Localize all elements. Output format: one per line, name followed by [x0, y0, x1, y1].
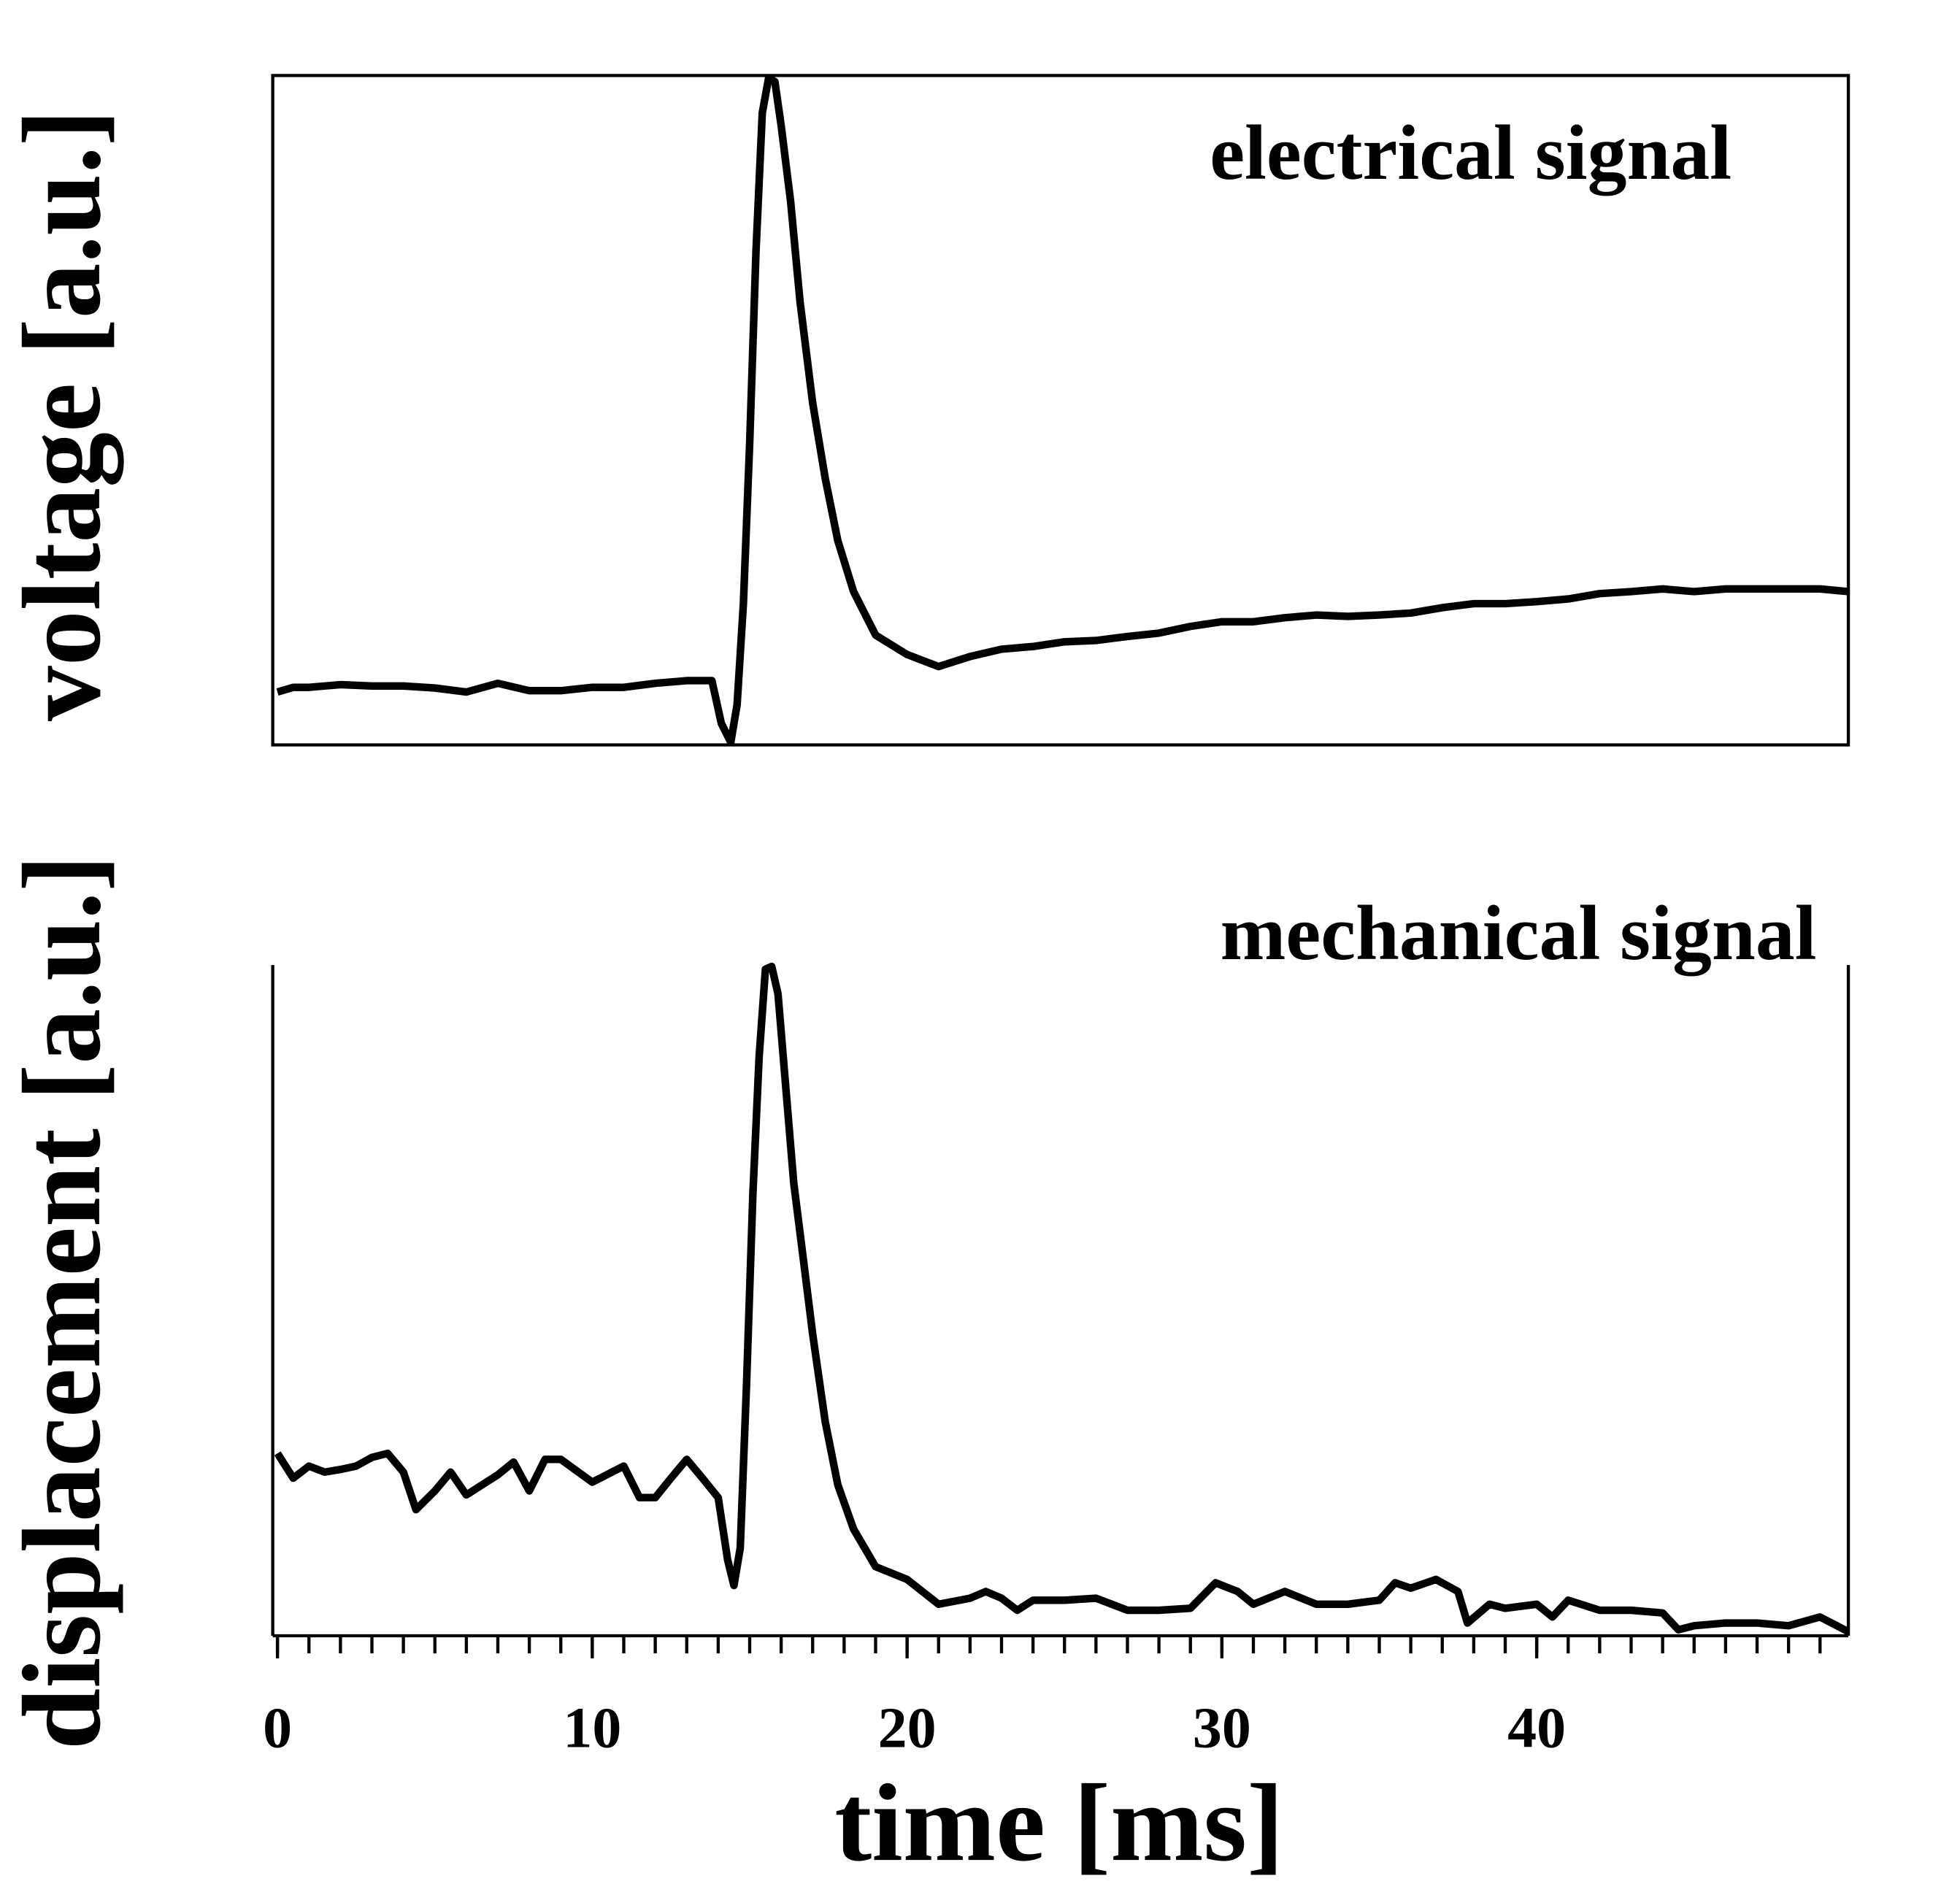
- x-axis-label: time [ms]: [834, 1761, 1284, 1884]
- x-tick-label: 20: [878, 1696, 937, 1761]
- signal-line: [276, 74, 1849, 747]
- y-axis-label: voltage [a.u.]: [0, 109, 124, 721]
- signal-line: [274, 962, 1851, 1636]
- x-tick-label: 0: [263, 1696, 292, 1761]
- annotation: electrical signal: [1210, 110, 1732, 197]
- x-tick-label: 30: [1193, 1696, 1251, 1761]
- annotation: mechanical signal: [1221, 890, 1817, 977]
- x-tick-label: 40: [1507, 1696, 1566, 1761]
- y-axis-label: displacement [a.u.]: [0, 855, 123, 1750]
- x-tick-label: 10: [563, 1696, 621, 1761]
- plot-frame: [271, 74, 1851, 747]
